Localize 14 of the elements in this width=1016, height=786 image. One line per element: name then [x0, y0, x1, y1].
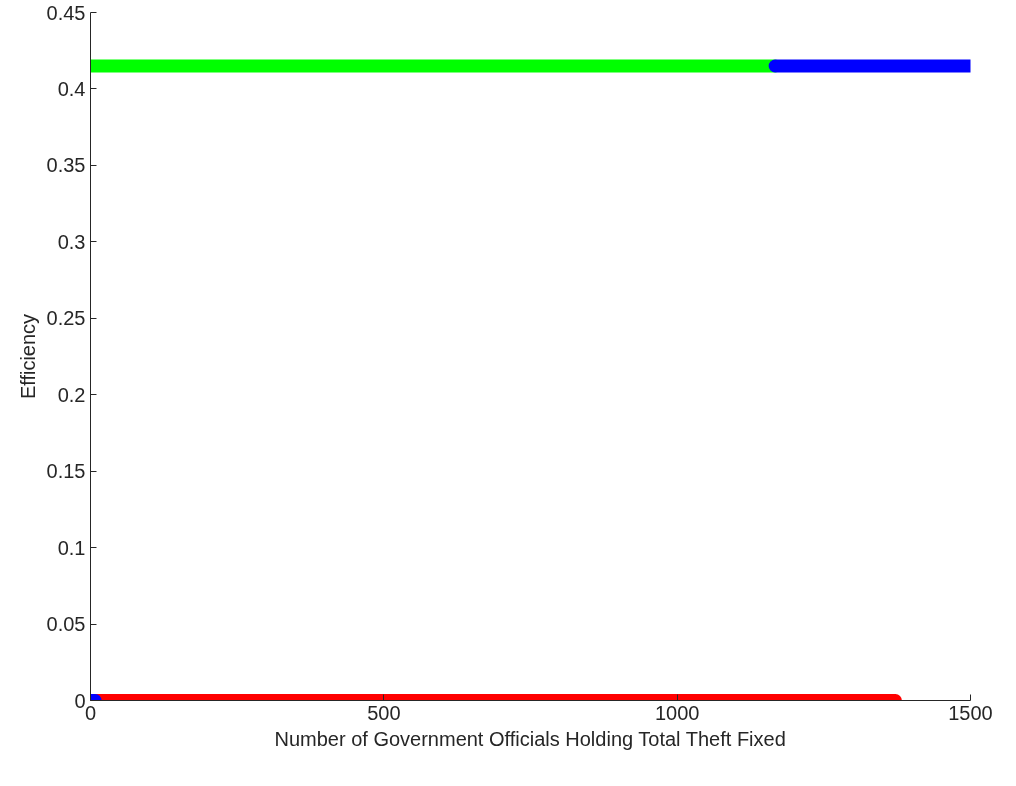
- y-tick-label: 0.3: [57, 230, 86, 253]
- y-tick-label: 0.15: [46, 460, 86, 483]
- y-axis-title: Efficiency: [16, 313, 39, 400]
- x-tick-label: 1500: [948, 701, 993, 724]
- y-tick-label: 0.45: [46, 1, 86, 24]
- y-tick-label: 0.4: [57, 77, 86, 100]
- y-tick-label: 0.35: [46, 154, 86, 177]
- x-axis-title: Number of Government Officials Holding Total Theft Fixed: [274, 727, 786, 750]
- y-tick-label: 0.1: [57, 536, 86, 559]
- y-tick-label: 0.2: [57, 383, 86, 406]
- y-tick-label: 0.25: [46, 307, 86, 330]
- y-tick-label: 0.05: [46, 613, 86, 636]
- x-tick-label: 500: [367, 701, 401, 724]
- x-tick-label: 1000: [654, 701, 700, 724]
